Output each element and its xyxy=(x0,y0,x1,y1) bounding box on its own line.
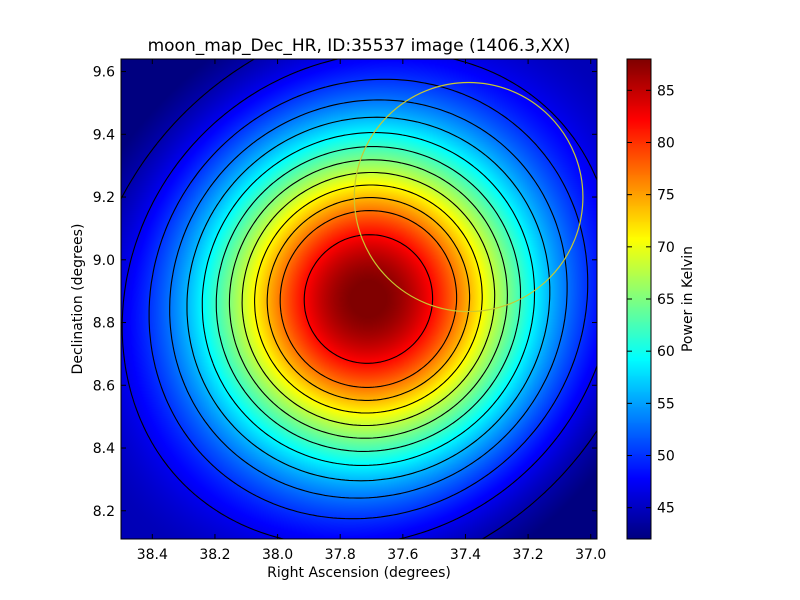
colorbar-ticks: 45 50 55 60 65 70 75 80 85 xyxy=(627,83,675,517)
y-tick-label: 8.8 xyxy=(93,316,115,332)
colorbar-tick-label: 65 xyxy=(657,292,675,308)
x-tick-label: 37.2 xyxy=(513,547,544,563)
contour-lines xyxy=(120,58,598,540)
contour-level-5 xyxy=(201,132,536,466)
heatmap-image xyxy=(121,59,597,539)
x-tick-label: 38.4 xyxy=(137,547,168,563)
circle-layer xyxy=(353,81,584,313)
contour-level-7 xyxy=(228,159,508,439)
contour-level-11 xyxy=(279,210,458,388)
x-axis-ticks: 38.4 38.2 38.0 37.8 37.6 37.4 37.2 37.0 xyxy=(137,59,606,563)
contour-level-4 xyxy=(186,116,551,482)
colorbar-tick-label: 85 xyxy=(657,83,675,99)
y-tick-label: 8.4 xyxy=(93,441,115,457)
x-tick-label: 37.8 xyxy=(325,547,356,563)
x-tick-label: 38.2 xyxy=(199,547,230,563)
y-axis-ticks: 8.2 8.4 8.6 8.8 9.0 9.2 9.4 9.6 xyxy=(93,65,597,520)
contour-level-9 xyxy=(254,184,483,414)
y-tick-label: 9.0 xyxy=(93,253,115,269)
plot-frame xyxy=(120,58,598,540)
contour-level-3 xyxy=(169,99,568,499)
y-tick-label: 9.6 xyxy=(93,65,115,81)
colorbar-tick-label: 55 xyxy=(657,396,675,412)
colorbar-tick-label: 80 xyxy=(657,135,675,151)
x-tick-label: 38.0 xyxy=(262,547,293,563)
colorbar-tick-label: 75 xyxy=(657,188,675,204)
y-tick-label: 8.2 xyxy=(93,504,115,520)
y-tick-label: 9.2 xyxy=(93,190,115,206)
contour-level-1 xyxy=(121,58,598,540)
chart-title: moon_map_Dec_HR, ID:35537 image (1406.3,… xyxy=(148,36,571,56)
colorbar-tick-label: 60 xyxy=(657,344,675,360)
x-tick-label: 37.0 xyxy=(575,547,606,563)
colorbar-tick-label: 50 xyxy=(657,449,675,465)
contour-level-12 xyxy=(303,234,434,364)
contour-level-2 xyxy=(148,78,589,520)
source-circle xyxy=(353,81,584,313)
x-axis-label: Right Ascension (degrees) xyxy=(267,565,451,581)
x-tick-label: 37.6 xyxy=(387,547,418,563)
contour-level-0 xyxy=(120,58,598,540)
colorbar-tick-label: 70 xyxy=(657,240,675,256)
colorbar-frame xyxy=(626,58,652,540)
colorbar-label: Power in Kelvin xyxy=(680,246,696,352)
contour-level-8 xyxy=(241,171,496,427)
x-tick-label: 37.4 xyxy=(450,547,481,563)
colorbar-tick-label: 45 xyxy=(657,501,675,517)
contour-level-10 xyxy=(266,197,471,401)
y-tick-label: 8.6 xyxy=(93,378,115,394)
y-tick-label: 9.4 xyxy=(93,127,115,143)
contour-level-6 xyxy=(215,146,522,452)
y-axis-label: Declination (degrees) xyxy=(70,224,86,375)
